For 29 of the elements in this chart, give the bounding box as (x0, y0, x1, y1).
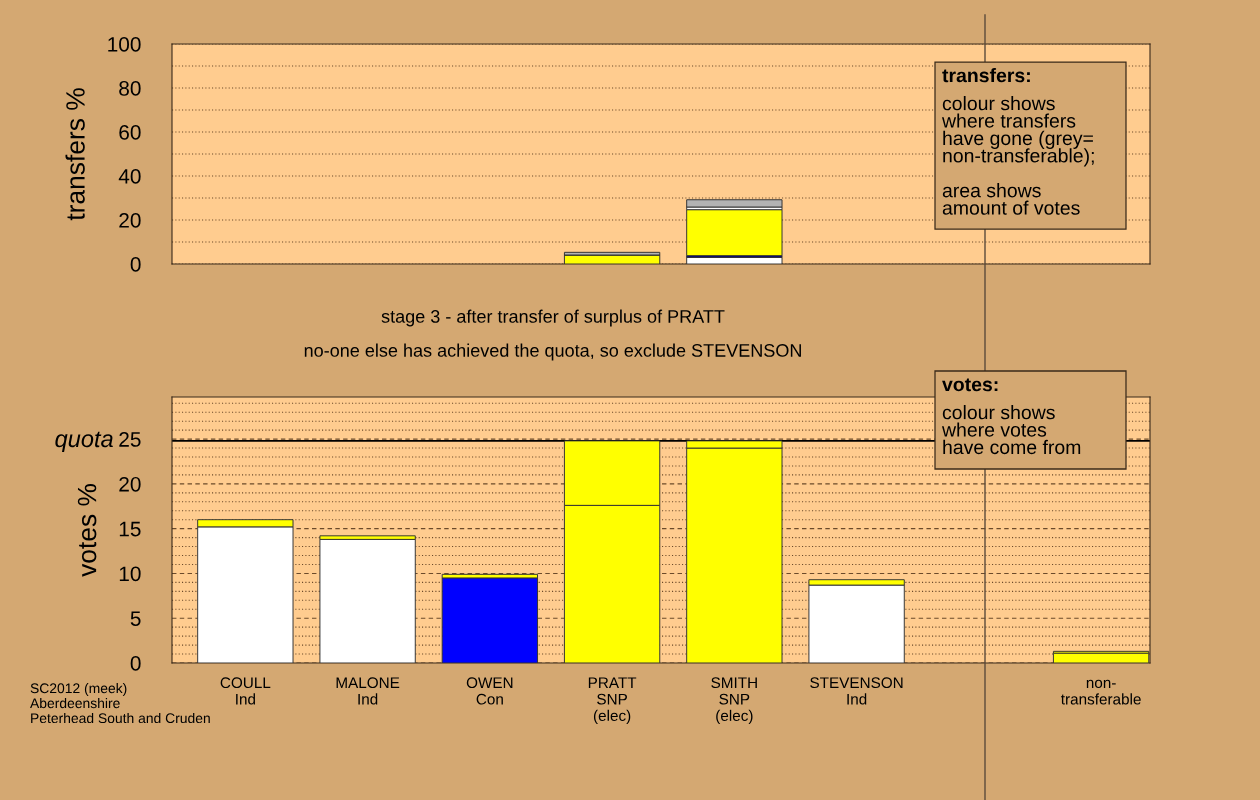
x-tick-label: MALONE Ind (336, 677, 400, 705)
y-tick-label: 15 (119, 521, 141, 537)
annotation: colour shows where votes have come from (941, 405, 1081, 455)
ref-line-label: quota (55, 431, 113, 452)
y-tick-label: 25 (119, 432, 141, 447)
x-tick-label: PRATT SNP (elec) (588, 677, 637, 725)
y-tick-label: 20 (119, 213, 141, 228)
y-tick-label: 0 (130, 257, 141, 272)
y-tick-label: 10 (119, 566, 141, 582)
text: SC2012 (meek) Aberdeenshire Peterhead South and Cruden (30, 683, 210, 724)
y-tick-label: 80 (119, 81, 141, 96)
y-tick-label: 0 (130, 656, 141, 671)
text: stage 3 - after transfer of surplus of PRATT (381, 309, 725, 327)
y-tick-label: 40 (118, 169, 141, 184)
y-axis-title: votes % (77, 484, 97, 577)
y-tick-label: 20 (119, 476, 141, 492)
text: no-one else has achieved the quota, so exclude STEVENSON (304, 343, 801, 361)
x-tick-label: OWEN Con (466, 677, 513, 705)
x-tick-label: SMITH SNP (elec) (711, 677, 757, 725)
y-tick-label: 100 (108, 37, 141, 52)
x-tick-label: non- transferable (1061, 679, 1141, 705)
annotation: colour shows where transfers have gone (grey= non-transferable); area shows amount of votes (941, 96, 1094, 215)
x-tick-label: COULL Ind (220, 677, 271, 705)
y-axis-title: transfers % (65, 88, 85, 221)
annotation: transfers: (942, 68, 1030, 83)
text: votes: (942, 378, 998, 392)
y-tick-label: 5 (130, 611, 141, 626)
x-tick-label: STEVENSON Ind (810, 677, 903, 705)
y-tick-label: 60 (119, 125, 141, 140)
